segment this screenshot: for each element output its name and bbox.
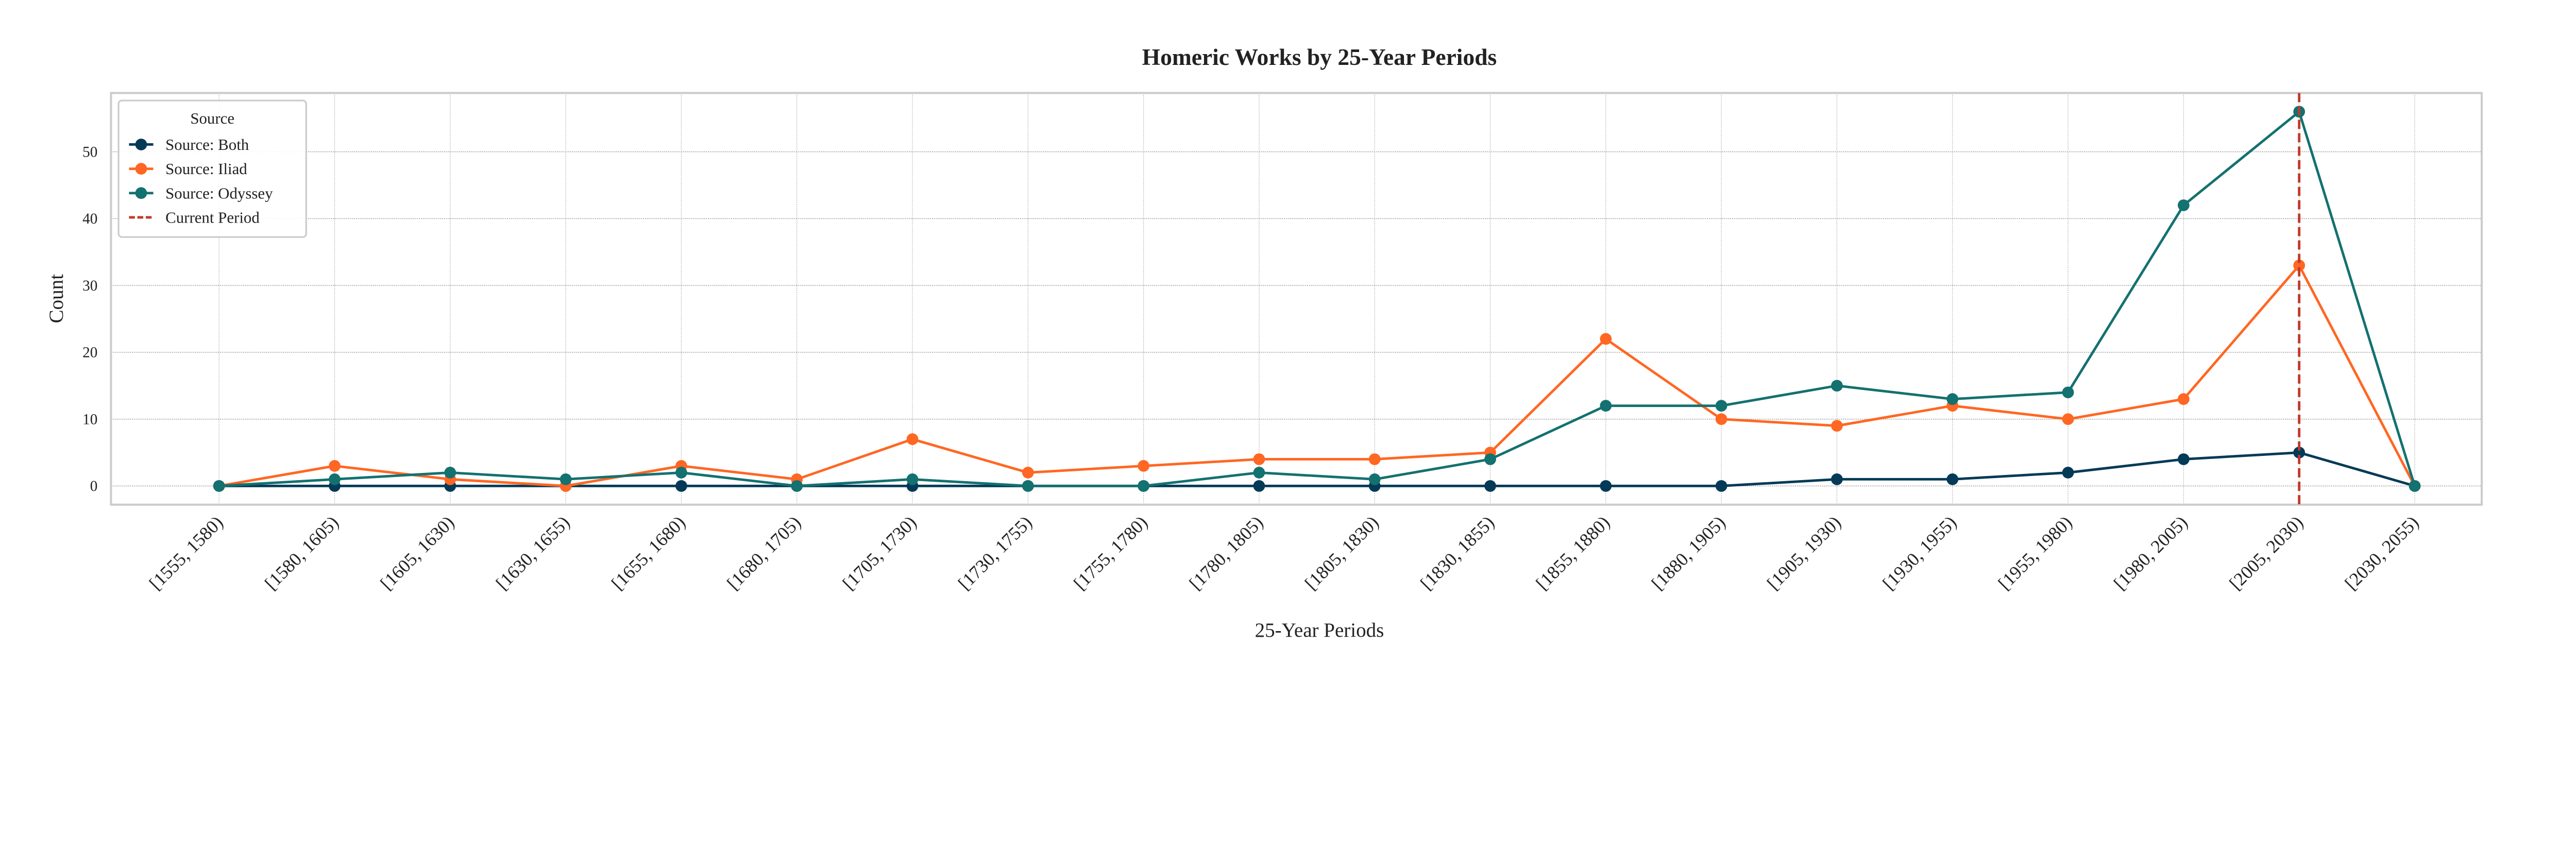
data-point — [2062, 413, 2074, 425]
data-point — [675, 467, 687, 479]
line-chart: Homeric Works by 25-Year Periods 0 10 20 30… — [45, 44, 2483, 641]
x-tick-label: [1555, 1580) — [145, 512, 227, 594]
x-tick-label: [1705, 1730) — [838, 512, 920, 594]
y-tick-label: 10 — [82, 411, 97, 428]
data-point — [1600, 480, 1612, 492]
data-point — [2177, 199, 2190, 211]
data-point — [1022, 480, 1034, 492]
chart-title: Homeric Works by 25-Year Periods — [1142, 44, 1497, 70]
legend-marker-icon — [135, 163, 147, 175]
data-point — [2062, 467, 2074, 479]
y-tick-label: 20 — [82, 345, 97, 361]
data-point — [1253, 467, 1265, 479]
y-tick-label: 40 — [82, 211, 97, 227]
data-point — [2293, 447, 2306, 458]
x-tick-label: [1880, 1905) — [1648, 512, 1730, 594]
legend-label: Source: Odyssey — [165, 184, 273, 202]
legend-label: Source: Iliad — [165, 160, 247, 178]
x-tick-label: [1605, 1630) — [376, 512, 458, 594]
data-point — [1831, 380, 1843, 392]
data-point — [2293, 259, 2306, 271]
data-point — [1946, 473, 1959, 485]
x-tick-label: [1805, 1830) — [1301, 512, 1383, 594]
y-tick-label: 0 — [90, 478, 98, 495]
legend-item: Source: Both — [129, 135, 249, 154]
plot-area-frame — [110, 92, 2483, 506]
x-tick-label: [1780, 1805) — [1185, 512, 1267, 594]
data-point — [1138, 480, 1150, 492]
series-line — [219, 110, 2416, 487]
data-point — [2177, 393, 2190, 405]
legend-title: Source — [190, 109, 234, 127]
legend-box — [117, 99, 307, 238]
x-tick-label: [1905, 1930) — [1763, 512, 1845, 594]
y-tick-label: 30 — [82, 278, 97, 294]
data-point — [444, 467, 456, 479]
data-point — [1253, 480, 1265, 492]
legend-marker-icon — [135, 187, 147, 199]
data-point — [1484, 480, 1496, 492]
x-tick-label: [1830, 1855) — [1416, 512, 1498, 594]
x-tick-label: [2030, 2055) — [2341, 512, 2422, 594]
data-point — [1831, 420, 1843, 432]
series-source-iliad — [213, 259, 2421, 492]
data-point — [2177, 453, 2190, 465]
y-axis-label: Count — [45, 274, 67, 324]
data-point — [329, 473, 341, 485]
data-point — [1484, 453, 1496, 465]
data-point — [1138, 460, 1150, 472]
x-tick-label: [1580, 1605) — [261, 512, 343, 594]
data-point — [2062, 386, 2074, 399]
data-point — [1368, 453, 1381, 465]
series-line — [218, 264, 2416, 487]
legend-item: Source: Iliad — [129, 160, 247, 178]
series-source-odyssey — [213, 106, 2421, 492]
legend-marker-icon — [135, 139, 147, 150]
data-point — [1715, 480, 1727, 492]
x-tick-label: [1855, 1880) — [1532, 512, 1614, 594]
x-tick-label: [2005, 2030) — [2225, 512, 2307, 594]
data-point — [1368, 473, 1381, 485]
x-tick-label: [1980, 2005) — [2110, 512, 2192, 594]
data-point — [560, 473, 572, 485]
x-tick-label: [1730, 1755) — [954, 512, 1036, 594]
x-tick-label: [1955, 1980) — [1994, 512, 2076, 594]
x-tick-label: [1755, 1780) — [1070, 512, 1151, 594]
y-tick-label: 50 — [82, 144, 97, 160]
data-point — [329, 460, 341, 472]
data-point — [1600, 333, 1612, 345]
legend-item: Current Period — [129, 209, 260, 227]
data-point — [1831, 473, 1843, 485]
data-point — [1946, 393, 1959, 405]
data-point — [906, 473, 919, 485]
legend: Source Source: Both Source: Iliad Source: … — [117, 99, 307, 238]
data-point — [1600, 400, 1612, 412]
data-point — [791, 480, 803, 492]
x-axis-label: 25-Year Periods — [1255, 619, 1384, 641]
legend-label: Current Period — [165, 209, 260, 227]
x-tick-label: [1655, 1680) — [607, 512, 689, 594]
data-point — [1715, 413, 1727, 425]
data-point — [1022, 467, 1034, 479]
x-tick-label: [1930, 1955) — [1878, 512, 1960, 594]
data-point — [906, 433, 919, 445]
x-tick-label: [1630, 1655) — [492, 512, 574, 594]
legend-item: Source: Odyssey — [129, 184, 273, 202]
data-point — [675, 480, 687, 492]
data-point — [1715, 400, 1727, 412]
legend-label: Source: Both — [165, 135, 249, 154]
data-point — [213, 480, 225, 492]
data-point — [1253, 453, 1265, 465]
x-tick-label: [1680, 1705) — [723, 512, 805, 594]
data-point — [2409, 480, 2421, 492]
series-line — [219, 451, 2415, 487]
